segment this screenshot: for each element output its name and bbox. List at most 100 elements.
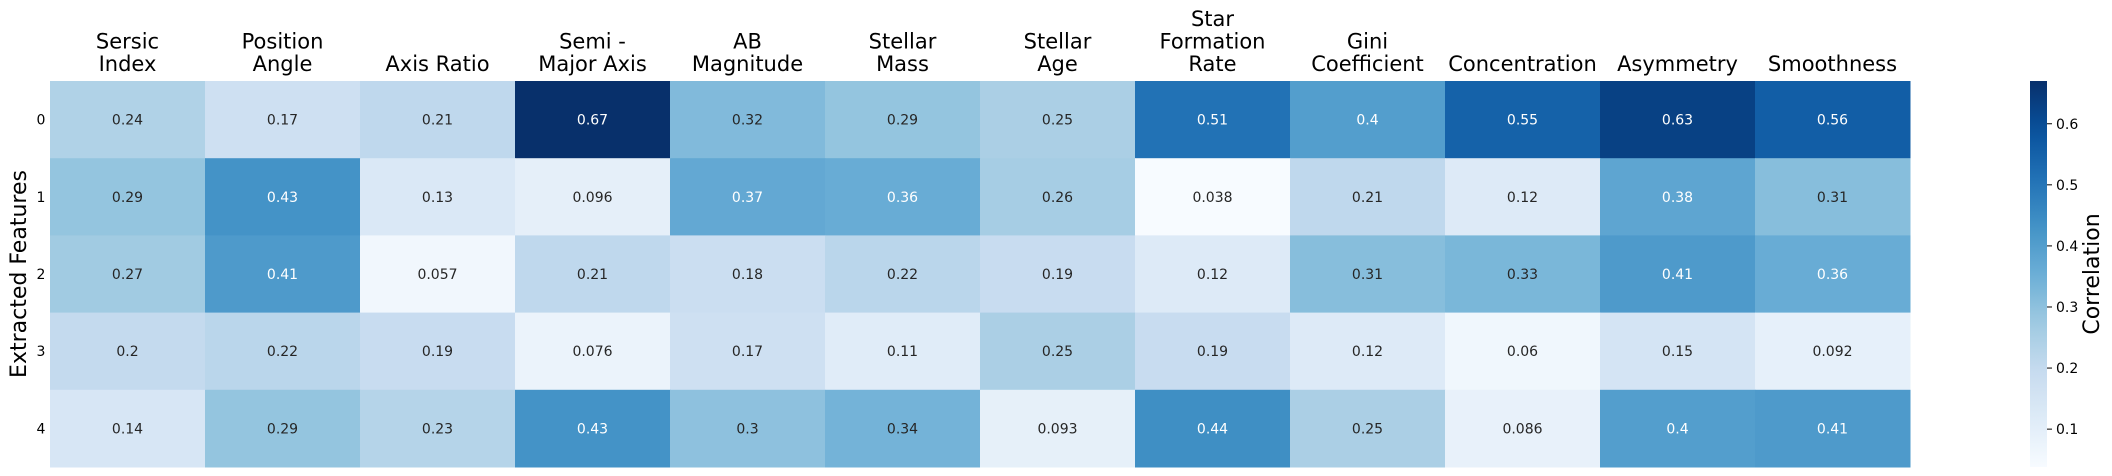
cell-value-label: 0.038 [1192,190,1232,206]
heatmap-cell [825,158,981,236]
column-label: Star Formation Rate [1160,7,1266,76]
heatmap-cell [1600,235,1756,314]
cell-value-label: 0.44 [1197,421,1228,437]
heatmap-cell [1290,158,1446,236]
row-label: 2 [37,267,46,283]
heatmap-cell [670,312,826,391]
cell-value-label: 0.21 [1352,190,1383,206]
heatmap-cell [50,81,206,159]
column-label: Axis Ratio [385,52,489,76]
column-label: Sersic Index [96,30,159,77]
heatmap-cell [980,158,1136,236]
colorbar [2030,81,2047,467]
column-label: Stellar Age [1024,30,1092,77]
heatmap-cell [1135,81,1291,159]
heatmap-cell [1445,312,1601,391]
cell-value-label: 0.51 [1197,113,1228,129]
cell-value-label: 0.41 [267,267,298,283]
column-label: Stellar Mass [869,30,937,77]
cell-value-label: 0.22 [267,344,298,360]
cell-value-label: 0.17 [732,344,763,360]
cell-value-label: 0.12 [1197,267,1228,283]
colorbar-tick-label: 0.5 [2056,178,2078,194]
heatmap-cell [1135,158,1291,236]
heatmap-cell [1290,235,1446,314]
cell-value-label: 0.25 [1042,113,1073,129]
cell-value-label: 0.29 [112,190,143,206]
heatmap-cell [670,389,826,468]
heatmap-cell [980,389,1136,468]
cell-value-label: 0.19 [1042,267,1073,283]
heatmap-cell [205,389,361,468]
cell-value-label: 0.3 [736,421,758,437]
cell-value-label: 0.18 [732,267,763,283]
heatmap-cell [1135,312,1291,391]
heatmap-cell [1755,389,1911,468]
cell-value-label: 0.31 [1352,267,1383,283]
cell-value-label: 0.56 [1817,113,1848,129]
cell-value-label: 0.4 [1666,421,1688,437]
colorbar-ticks: 0.1 0.2 0.3 0.4 0.5 0.6 [2047,117,2078,438]
cell-value-label: 0.21 [422,113,453,129]
heatmap-cell [980,235,1136,314]
cell-value-label: 0.093 [1037,421,1077,437]
heatmap-cell [1755,235,1911,314]
cell-value-label: 0.31 [1817,190,1848,206]
heatmap-cell [50,235,206,314]
cell-value-label: 0.14 [112,421,143,437]
heatmap-cell [1290,389,1446,468]
heatmap-cell [670,158,826,236]
cell-value-label: 0.086 [1502,421,1542,437]
cell-value-label: 0.096 [572,190,612,206]
heatmap-cell [1600,158,1756,236]
heatmap-cell [50,312,206,391]
cell-value-label: 0.057 [417,267,457,283]
column-label: Concentration [1448,52,1597,76]
cell-value-label: 0.36 [1817,267,1848,283]
heatmap-cell [360,81,516,159]
cell-value-label: 0.13 [422,190,453,206]
cell-value-label: 0.19 [422,344,453,360]
cell-value-label: 0.12 [1352,344,1383,360]
cell-value-label: 0.17 [267,113,298,129]
cell-value-label: 0.06 [1507,344,1538,360]
heatmap-cell [50,158,206,236]
column-label: Smoothness [1768,52,1897,76]
colorbar-tick-label: 0.4 [2056,239,2078,255]
cell-value-label: 0.38 [1662,190,1693,206]
heatmap-cell [50,389,206,468]
cell-value-label: 0.076 [572,344,612,360]
heatmap-cell [1600,312,1756,391]
heatmap-cell [1290,312,1446,391]
cell-value-label: 0.36 [887,190,918,206]
cell-value-label: 0.43 [577,421,608,437]
cell-value-label: 0.27 [112,267,143,283]
heatmap-cell [205,81,361,159]
heatmap-cell [980,312,1136,391]
cell-value-label: 0.24 [112,113,143,129]
column-label: Semi -Major Axis [538,30,647,77]
heatmap-cell [205,158,361,236]
heatmap-cell [515,158,671,236]
cell-value-label: 0.19 [1197,344,1228,360]
heatmap-cell [1445,389,1601,468]
colorbar-tick-label: 0.1 [2056,422,2078,438]
colorbar-tick-label: 0.6 [2056,117,2078,133]
heatmap-cell [515,312,671,391]
cell-value-label: 0.33 [1507,267,1538,283]
cell-value-label: 0.41 [1817,421,1848,437]
cell-value-label: 0.26 [1042,190,1073,206]
heatmap-cell [1135,235,1291,314]
y-axis-label: Extracted Features [7,170,32,378]
heatmap-cell [205,312,361,391]
heatmap-cell [1755,158,1911,236]
cell-value-label: 0.43 [267,190,298,206]
heatmap-cell [360,158,516,236]
cell-value-label: 0.25 [1042,344,1073,360]
heatmap-cell [1445,81,1601,159]
heatmap-cell [1600,389,1756,468]
row-label: 1 [37,190,46,206]
cell-value-label: 0.41 [1662,267,1693,283]
heatmap-cell [980,81,1136,159]
